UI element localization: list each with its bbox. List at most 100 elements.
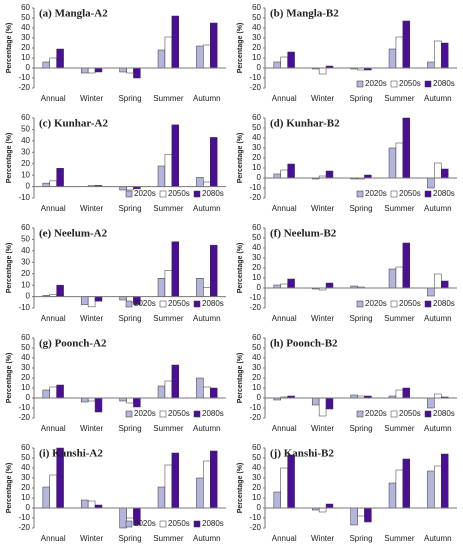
y-tick-label: 60 — [21, 443, 30, 452]
x-tick-label: Autumn — [193, 94, 221, 103]
bar — [395, 142, 404, 179]
bar — [402, 20, 411, 69]
y-tick-label: 0 — [257, 283, 262, 292]
legend-swatch — [424, 300, 432, 308]
y-tick-label: 30 — [21, 473, 30, 482]
bar — [133, 397, 141, 408]
y-tick-label: -10 — [249, 73, 261, 82]
bar — [164, 36, 173, 69]
y-tick-label: 50 — [252, 233, 261, 242]
bar — [287, 163, 295, 179]
y-axis-label: Percentage (%) — [237, 133, 244, 184]
x-tick-label: Summer — [384, 424, 415, 433]
bar — [325, 397, 334, 410]
bar — [395, 266, 404, 289]
x-tick-label: Autumn — [193, 204, 221, 213]
bar — [42, 61, 50, 69]
y-axis-label: Percentage (%) — [237, 353, 244, 404]
x-tick-label: Autumn — [193, 534, 221, 543]
bar — [325, 503, 334, 509]
legend-swatch — [424, 410, 432, 418]
bar — [49, 386, 57, 399]
x-tick-label: Annual — [272, 314, 297, 323]
y-tick-label: -20 — [249, 193, 261, 202]
x-tick-label: Spring — [349, 534, 372, 543]
legend-label: 2080s — [433, 299, 455, 308]
x-tick-label: Annual — [41, 204, 66, 213]
legend-label: 2080s — [202, 299, 224, 308]
bar — [94, 67, 103, 73]
bar — [318, 397, 327, 417]
bar — [388, 482, 397, 509]
bar — [203, 386, 211, 399]
bar — [157, 486, 166, 509]
x-tick-label: Summer — [384, 314, 415, 323]
bar — [171, 15, 180, 69]
legend-swatch — [390, 80, 398, 88]
legend-swatch — [193, 410, 201, 418]
bar — [49, 474, 57, 509]
legend-label: 2080s — [433, 409, 455, 418]
x-tick-label: Winter — [311, 204, 334, 213]
panel: Percentage (%) -10 0 10 20 30 40 50 60 Annual Wint… — [6, 223, 226, 323]
x-tick-label: Summer — [153, 204, 184, 213]
y-tick-label: 30 — [252, 253, 261, 262]
bar — [171, 452, 180, 509]
y-tick-label: 40 — [252, 243, 261, 252]
legend-swatch — [390, 410, 398, 418]
y-tick-label: 20 — [21, 269, 30, 278]
legend-label: 2050s — [399, 299, 421, 308]
y-tick-label: 30 — [252, 33, 261, 42]
y-tick-label: 50 — [21, 13, 30, 22]
y-tick-label: 50 — [252, 123, 261, 132]
x-tick-label: Annual — [41, 94, 66, 103]
bar — [434, 273, 442, 289]
bar — [49, 180, 57, 187]
y-tick-label: -20 — [249, 83, 261, 92]
bar — [434, 162, 442, 179]
bar — [318, 507, 327, 513]
y-tick-label: -20 — [249, 303, 261, 312]
bar — [325, 170, 334, 179]
bar — [311, 397, 320, 406]
x-tick-label: Annual — [41, 314, 66, 323]
bar — [126, 507, 134, 519]
y-tick-label: 50 — [21, 453, 30, 462]
bar — [157, 385, 166, 399]
x-tick-label: Summer — [153, 424, 184, 433]
x-tick-label: Annual — [272, 94, 297, 103]
x-tick-label: Winter — [80, 534, 103, 543]
legend-swatch — [424, 80, 432, 88]
x-tick-label: Autumn — [424, 424, 452, 433]
y-tick-label: 40 — [21, 246, 30, 255]
bar — [402, 387, 411, 399]
bar — [94, 397, 103, 413]
x-tick-label: Summer — [384, 534, 415, 543]
legend-swatch — [125, 190, 133, 198]
y-axis-label: Percentage (%) — [237, 463, 244, 514]
bar — [210, 244, 218, 297]
x-tick-label: Spring — [118, 424, 141, 433]
y-axis-label: Percentage (%) — [6, 353, 13, 404]
x-tick-label: Spring — [349, 424, 372, 433]
bar — [280, 283, 288, 289]
y-tick-label: -20 — [249, 413, 261, 422]
y-tick-label: 30 — [21, 363, 30, 372]
bar — [203, 287, 211, 297]
y-axis-label: Percentage (%) — [6, 463, 13, 514]
bar — [395, 469, 404, 509]
y-tick-label: -20 — [18, 413, 30, 422]
bar — [196, 278, 204, 297]
y-tick-label: 20 — [252, 483, 261, 492]
y-tick-label: 0 — [26, 393, 31, 402]
bar — [325, 282, 334, 289]
bar — [56, 168, 64, 187]
bar — [427, 397, 435, 409]
bar — [427, 287, 435, 297]
y-tick-label: 20 — [252, 373, 261, 382]
y-tick-label: 10 — [252, 493, 261, 502]
panel: Percentage (%) -10 0 10 20 30 40 50 60 Annual Wint… — [6, 113, 226, 213]
y-tick-label: -10 — [249, 403, 261, 412]
